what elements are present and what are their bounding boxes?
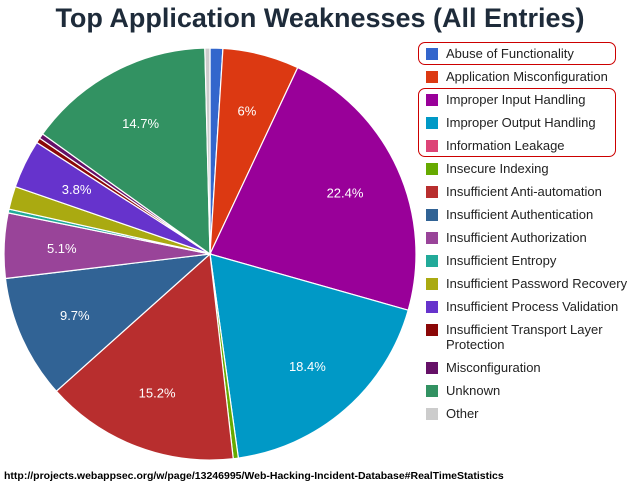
legend-swatch [426, 71, 438, 83]
slice-label-unknown: 14.7% [122, 116, 159, 131]
source-url: http://projects.webappsec.org/w/page/132… [4, 470, 504, 482]
legend-item-insufficient-process-validation: Insufficient Process Validation [424, 299, 640, 314]
legend-label: Other [446, 406, 479, 421]
legend-item-improper-output-handling: Improper Output Handling [424, 115, 640, 130]
slice-label-improper-input-handling: 22.4% [327, 186, 364, 201]
legend-label: Information Leakage [446, 138, 565, 153]
legend-swatch [426, 94, 438, 106]
legend-item-unknown: Unknown [424, 383, 640, 398]
legend-highlight-box [418, 42, 616, 65]
chart-legend: Abuse of Functionality Application Miscon… [424, 46, 640, 429]
legend-swatch [426, 232, 438, 244]
legend-highlight-box [418, 88, 616, 157]
legend-item-application-misconfiguration: Application Misconfiguration [424, 69, 640, 84]
legend-label: Unknown [446, 383, 501, 398]
pie-slice-improper-input-handling [209, 66, 417, 311]
legend-label: Insufficient Entropy [446, 253, 557, 268]
chart-title: Top Application Weaknesses (All Entries) [55, 3, 585, 33]
legend-label: Insufficient Authentication [446, 207, 594, 222]
legend-swatch [426, 408, 438, 420]
pie-slice-other [204, 47, 211, 255]
legend-label: Application Misconfiguration [446, 69, 608, 84]
legend-label: Insufficient Password Recovery [446, 276, 628, 291]
legend-swatch [426, 385, 438, 397]
slice-label-application-misconfiguration: 6% [238, 103, 257, 118]
legend-swatch [426, 140, 438, 152]
legend-item-information-leakage: Information Leakage [424, 138, 640, 153]
slice-label-insufficient-process-validation: 3.8% [62, 182, 92, 197]
legend-label: Misconfiguration [446, 360, 541, 375]
legend-label: Insecure Indexing [446, 161, 549, 176]
legend-label: Improper Output Handling [446, 115, 596, 130]
legend-item-insufficient-transport-layer-protection: Insufficient Transport Layer Protection [424, 322, 640, 352]
legend-item-misconfiguration: Misconfiguration [424, 360, 640, 375]
legend-label: Insufficient Process Validation [446, 299, 619, 314]
legend-item-insufficient-authorization: Insufficient Authorization [424, 230, 640, 245]
legend-swatch [426, 48, 438, 60]
slice-label-insufficient-authorization: 5.1% [47, 241, 77, 256]
legend-swatch [426, 186, 438, 198]
pie-slice-improper-output-handling [209, 253, 409, 459]
legend-swatch [426, 301, 438, 313]
legend-item-abuse-of-functionality: Abuse of Functionality [424, 46, 640, 61]
pie-chart: 6% 22.4% 18.4% 15.2% 9.7% 5.1% 3.8% 14.7% [3, 47, 417, 461]
legend-swatch [426, 117, 438, 129]
legend-label: Insufficient Transport Layer Protection [446, 322, 603, 352]
legend-item-insufficient-authentication: Insufficient Authentication [424, 207, 640, 222]
legend-label: Abuse of Functionality [446, 46, 574, 61]
legend-swatch [426, 362, 438, 374]
legend-item-other: Other [424, 406, 640, 421]
legend-label: Insufficient Authorization [446, 230, 587, 245]
legend-item-insufficient-entropy: Insufficient Entropy [424, 253, 640, 268]
pie-slice-insufficient-authentication [4, 253, 212, 393]
slice-label-improper-output-handling: 18.4% [289, 359, 326, 374]
legend-swatch [426, 255, 438, 267]
legend-swatch [426, 324, 438, 336]
legend-item-insufficient-password-recovery: Insufficient Password Recovery [424, 276, 640, 291]
legend-item-insufficient-anti-automation: Insufficient Anti-automation [424, 184, 640, 199]
pie-slice-unknown [41, 47, 211, 256]
legend-item-insecure-indexing: Insecure Indexing [424, 161, 640, 176]
slice-label-insufficient-anti-automation: 15.2% [139, 386, 176, 401]
slice-label-insufficient-authentication: 9.7% [60, 308, 90, 323]
legend-label: Improper Input Handling [446, 92, 586, 107]
pie-slice-insufficient-anti-automation [55, 252, 234, 461]
legend-swatch [426, 163, 438, 175]
legend-swatch [426, 209, 438, 221]
legend-label: Insufficient Anti-automation [446, 184, 602, 199]
legend-swatch [426, 278, 438, 290]
legend-item-improper-input-handling: Improper Input Handling [424, 92, 640, 107]
